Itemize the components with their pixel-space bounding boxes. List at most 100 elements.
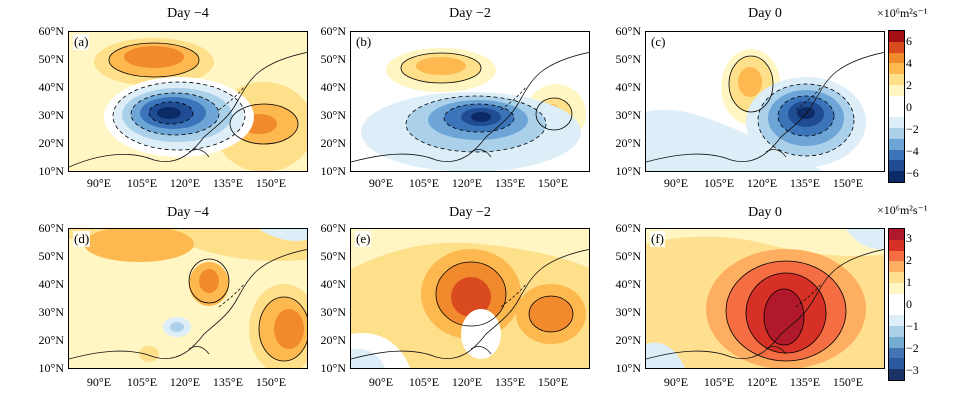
panel-c-label: (c) bbox=[650, 34, 667, 50]
lon-tick-e-135: 135°E bbox=[494, 375, 526, 389]
panel-a-label: (a) bbox=[73, 34, 90, 50]
colorbar-1-tick-neg2: −2 bbox=[906, 122, 919, 136]
colorbar-1-segment bbox=[889, 160, 904, 172]
lon-tick-e-90: 90°E bbox=[368, 375, 394, 389]
lat-tick-a-50: 50°N bbox=[38, 52, 64, 66]
lon-tick-d-90: 90°E bbox=[86, 375, 112, 389]
colorbar-2-segment bbox=[889, 347, 904, 359]
colorbar-1-segment bbox=[889, 74, 904, 85]
colorbar-2-tick-1: 1 bbox=[906, 275, 912, 289]
panel-a-title: Day −4 bbox=[167, 6, 209, 21]
colorbar-2-segment bbox=[889, 358, 904, 370]
colorbar-1-segment bbox=[889, 31, 904, 42]
lon-tick-c-105: 105°E bbox=[703, 176, 735, 190]
lon-tick-a-90: 90°E bbox=[86, 176, 112, 190]
panel-f-title: Day 0 bbox=[748, 205, 782, 220]
lat-tick-d-30: 30°N bbox=[38, 305, 64, 319]
colorbar-2 bbox=[888, 228, 905, 381]
lon-tick-b-135: 135°E bbox=[494, 176, 526, 190]
colorbar-2-tick-neg2: −2 bbox=[906, 341, 919, 355]
lat-tick-c-40: 40°N bbox=[615, 80, 641, 94]
lat-tick-f-10: 10°N bbox=[615, 361, 641, 375]
lon-tick-b-120: 120°E bbox=[451, 176, 483, 190]
colorbar-2-segment bbox=[889, 369, 904, 380]
panel-e-label: (e) bbox=[355, 231, 372, 247]
colorbar-2-segment bbox=[889, 315, 904, 327]
colorbar-1-tick-4: 4 bbox=[906, 56, 912, 70]
panel-c-title: Day 0 bbox=[748, 6, 782, 21]
panel-c-map: (c) bbox=[645, 31, 885, 172]
panel-e-map: (e) bbox=[350, 228, 590, 369]
lat-tick-a-60: 60°N bbox=[38, 24, 64, 38]
lat-tick-a-30: 30°N bbox=[38, 108, 64, 122]
lon-tick-d-120: 120°E bbox=[169, 375, 201, 389]
colorbar-1-segment bbox=[889, 117, 904, 129]
lat-tick-b-40: 40°N bbox=[320, 80, 346, 94]
lon-tick-c-135: 135°E bbox=[789, 176, 821, 190]
colorbar-2-segment bbox=[889, 229, 904, 240]
lat-tick-f-40: 40°N bbox=[615, 277, 641, 291]
lat-tick-e-60: 60°N bbox=[320, 221, 346, 235]
colorbar-1-segment bbox=[889, 95, 904, 107]
colorbar-2-segment bbox=[889, 304, 904, 316]
colorbar-1-segment bbox=[889, 63, 904, 75]
colorbar-2-segment bbox=[889, 250, 904, 262]
lon-tick-c-90: 90°E bbox=[663, 176, 689, 190]
panel-e-title: Day −2 bbox=[449, 205, 491, 220]
colorbar-2-tick-neg3: −3 bbox=[906, 363, 919, 377]
lat-tick-d-60: 60°N bbox=[38, 221, 64, 235]
lat-tick-f-60: 60°N bbox=[615, 221, 641, 235]
lat-tick-c-10: 10°N bbox=[615, 164, 641, 178]
lon-tick-c-150: 150°E bbox=[832, 176, 864, 190]
lat-tick-b-50: 50°N bbox=[320, 52, 346, 66]
panel-a-map: (a) bbox=[68, 31, 308, 172]
lat-tick-c-20: 20°N bbox=[615, 136, 641, 150]
colorbar-2-tick-neg1: −1 bbox=[906, 319, 919, 333]
panel-a-field bbox=[69, 32, 307, 171]
lon-tick-b-90: 90°E bbox=[368, 176, 394, 190]
panel-b-map: (b) bbox=[350, 31, 590, 172]
lon-tick-b-150: 150°E bbox=[537, 176, 569, 190]
colorbar-1-tick-neg4: −4 bbox=[906, 144, 919, 158]
colorbar-1-segment bbox=[889, 138, 904, 150]
panel-b-title: Day −2 bbox=[449, 6, 491, 21]
lon-tick-d-105: 105°E bbox=[126, 375, 158, 389]
colorbar-1-segment bbox=[889, 171, 904, 182]
colorbar-1-segment bbox=[889, 84, 904, 96]
lat-tick-d-50: 50°N bbox=[38, 249, 64, 263]
lon-tick-e-105: 105°E bbox=[408, 375, 440, 389]
colorbar-1-segment bbox=[889, 149, 904, 161]
lat-tick-b-20: 20°N bbox=[320, 136, 346, 150]
lat-tick-a-10: 10°N bbox=[38, 164, 64, 178]
colorbar-2-segment bbox=[889, 272, 904, 283]
lat-tick-e-10: 10°N bbox=[320, 361, 346, 375]
colorbar-1-segment bbox=[889, 128, 904, 139]
lon-tick-a-135: 135°E bbox=[212, 176, 244, 190]
lat-tick-e-40: 40°N bbox=[320, 277, 346, 291]
colorbar-1-unit: ×10⁶m²s⁻¹ bbox=[877, 6, 928, 20]
lat-tick-c-60: 60°N bbox=[615, 24, 641, 38]
lat-tick-c-50: 50°N bbox=[615, 52, 641, 66]
colorbar-2-segment bbox=[889, 261, 904, 273]
lat-tick-b-60: 60°N bbox=[320, 24, 346, 38]
lon-tick-a-120: 120°E bbox=[169, 176, 201, 190]
lon-tick-c-120: 120°E bbox=[746, 176, 778, 190]
lat-tick-f-30: 30°N bbox=[615, 305, 641, 319]
colorbar-2-segment bbox=[889, 239, 904, 251]
panel-b-label: (b) bbox=[355, 34, 373, 50]
colorbar-2-tick-2: 2 bbox=[906, 253, 912, 267]
lat-tick-a-40: 40°N bbox=[38, 80, 64, 94]
lon-tick-f-150: 150°E bbox=[832, 375, 864, 389]
colorbar-2-tick-0: 0 bbox=[906, 297, 912, 311]
colorbar-1-tick-neg6: −6 bbox=[906, 166, 919, 180]
lat-tick-e-30: 30°N bbox=[320, 305, 346, 319]
lat-tick-f-20: 20°N bbox=[615, 333, 641, 347]
lon-tick-a-105: 105°E bbox=[126, 176, 158, 190]
lon-tick-d-135: 135°E bbox=[212, 375, 244, 389]
lat-tick-e-20: 20°N bbox=[320, 333, 346, 347]
colorbar-2-segment bbox=[889, 293, 904, 305]
panel-c-field bbox=[646, 32, 884, 171]
colorbar-1 bbox=[888, 30, 905, 183]
panel-d-title: Day −4 bbox=[167, 205, 209, 220]
